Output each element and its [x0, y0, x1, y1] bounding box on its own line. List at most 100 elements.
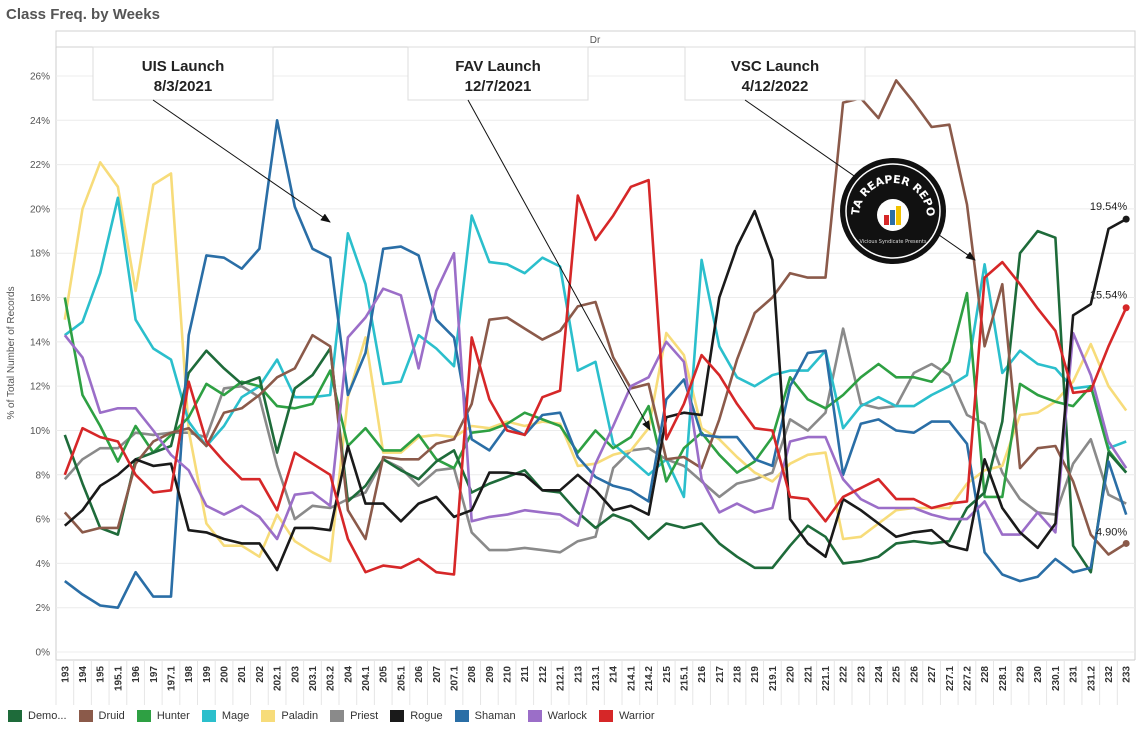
y-tick-label: 6%: [36, 515, 51, 526]
y-tick-label: 0%: [36, 648, 51, 659]
y-tick-label: 12%: [30, 382, 50, 393]
x-tick-label: 224: [874, 666, 885, 683]
x-tick-label: 215: [662, 666, 673, 683]
annotation-box: [684, 46, 866, 101]
legend: Demo... Druid Hunter Mage Paladin Priest Rogue…: [8, 710, 667, 722]
x-tick-label: 209: [485, 666, 496, 683]
x-tick-label: 202.1: [273, 666, 284, 691]
x-tick-label: 219.1: [768, 666, 779, 691]
annotation-title: UIS Launch: [142, 58, 225, 75]
annotation-date: 8/3/2021: [154, 78, 212, 95]
legend-item: Warlock: [527, 710, 587, 722]
series-line-priest: [63, 327, 1127, 554]
end-value-label: 19.54%: [1090, 201, 1128, 213]
legend-label: Mage: [221, 710, 250, 722]
y-tick-label: 26%: [30, 72, 50, 83]
x-tick-label: 199: [202, 666, 213, 683]
x-tick-label: 197.1: [166, 666, 177, 691]
legend-swatch: [598, 710, 613, 722]
chart-title: Class Freq. by Weeks: [6, 6, 160, 23]
x-tick-label: 205.1: [396, 666, 407, 691]
legend-item: Warrior: [598, 710, 655, 722]
x-tick-label: 196: [131, 666, 142, 683]
x-tick-label: 232: [1104, 666, 1115, 683]
y-axis-label: % of Total Number of Records: [6, 286, 17, 419]
annotation-box: [92, 46, 274, 101]
x-tick-label: 200: [220, 666, 231, 683]
series-line-druid: [63, 79, 1127, 556]
x-tick-label: 210: [503, 666, 514, 683]
logo-bar: [890, 210, 895, 225]
legend-swatch: [454, 710, 469, 722]
x-tick-label: 229: [1016, 666, 1027, 683]
x-tick-label: 221.1: [821, 666, 832, 691]
logo-inner-ring: [845, 163, 941, 259]
x-tick-label: 208: [467, 666, 478, 683]
x-tick-label: 227.1: [945, 666, 956, 691]
x-tick-label: 198: [184, 666, 195, 683]
y-tick-label: 16%: [30, 293, 50, 304]
x-tick-label: 206: [414, 666, 425, 683]
legend-swatch: [330, 710, 345, 722]
pane-header-box: [55, 30, 1136, 48]
y-tick-label: 2%: [36, 603, 51, 614]
x-tick-label: 195.1: [113, 666, 124, 691]
x-tick-label: 212: [538, 666, 549, 683]
x-tick-label: 216: [697, 666, 708, 683]
x-tick-label: 193: [60, 666, 71, 683]
x-tick-label: 221: [803, 666, 814, 683]
legend-swatch: [261, 710, 276, 722]
x-tick-label: 222: [839, 666, 850, 683]
legend-label: Rogue: [410, 710, 443, 722]
x-tick-label: 201: [237, 666, 248, 683]
legend-item: Hunter: [136, 710, 190, 722]
x-tick-label: 217: [715, 666, 726, 683]
series-line-demo: [63, 229, 1128, 574]
legend-swatch: [8, 710, 22, 722]
logo-bar: [884, 215, 889, 225]
x-tick-label: 219: [750, 666, 761, 683]
x-tick-label: 194: [78, 666, 89, 683]
series-line-warrior: [63, 178, 1128, 576]
annotation-date: 12/7/2021: [465, 78, 532, 95]
x-tick-label: 203: [290, 666, 301, 683]
end-point: [1122, 215, 1130, 223]
end-value-label: 15.54%: [1090, 290, 1128, 302]
y-tick-label: 14%: [30, 337, 50, 348]
y-tick-label: 22%: [30, 160, 50, 171]
x-tick-label: 203.2: [326, 666, 337, 691]
x-tick-label: 213.1: [591, 666, 602, 691]
legend-swatch: [390, 710, 405, 722]
legend-label: Warrior: [618, 710, 655, 722]
annotation-date: 4/12/2022: [742, 78, 809, 95]
x-tick-label: 230.1: [1051, 666, 1062, 691]
legend-item: Rogue: [390, 710, 443, 722]
y-tick-label: 24%: [30, 116, 50, 127]
annotation-box: [407, 46, 589, 101]
x-tick-label: 203.1: [308, 666, 319, 691]
legend-item: Shaman: [454, 710, 516, 722]
x-tick-label: 212.1: [556, 666, 567, 691]
x-tick-label: 231.2: [1086, 666, 1097, 691]
legend-item: Paladin: [261, 710, 318, 722]
x-tick-label: 223: [856, 666, 867, 683]
series-line-warlock: [63, 251, 1128, 541]
y-tick-label: 4%: [36, 559, 51, 570]
y-tick-label: 20%: [30, 204, 50, 215]
end-value-label: 4.90%: [1096, 526, 1127, 538]
x-tick-label: 204: [343, 666, 354, 683]
x-tick-label: 227.2: [962, 666, 973, 691]
legend-item: Mage: [201, 710, 250, 722]
legend-label: Druid: [98, 710, 125, 722]
x-tick-label: 233: [1122, 666, 1133, 683]
legend-swatch: [136, 710, 151, 722]
x-tick-label: 195: [96, 666, 107, 683]
pane-header: Dr: [590, 35, 601, 46]
y-tick-label: 10%: [30, 426, 50, 437]
series-line-hunter: [63, 291, 1128, 499]
y-tick-label: 18%: [30, 249, 50, 260]
annotation-title: FAV Launch: [455, 58, 541, 75]
legend-label: Shaman: [474, 710, 516, 722]
series-line-rogue: [63, 209, 1127, 572]
